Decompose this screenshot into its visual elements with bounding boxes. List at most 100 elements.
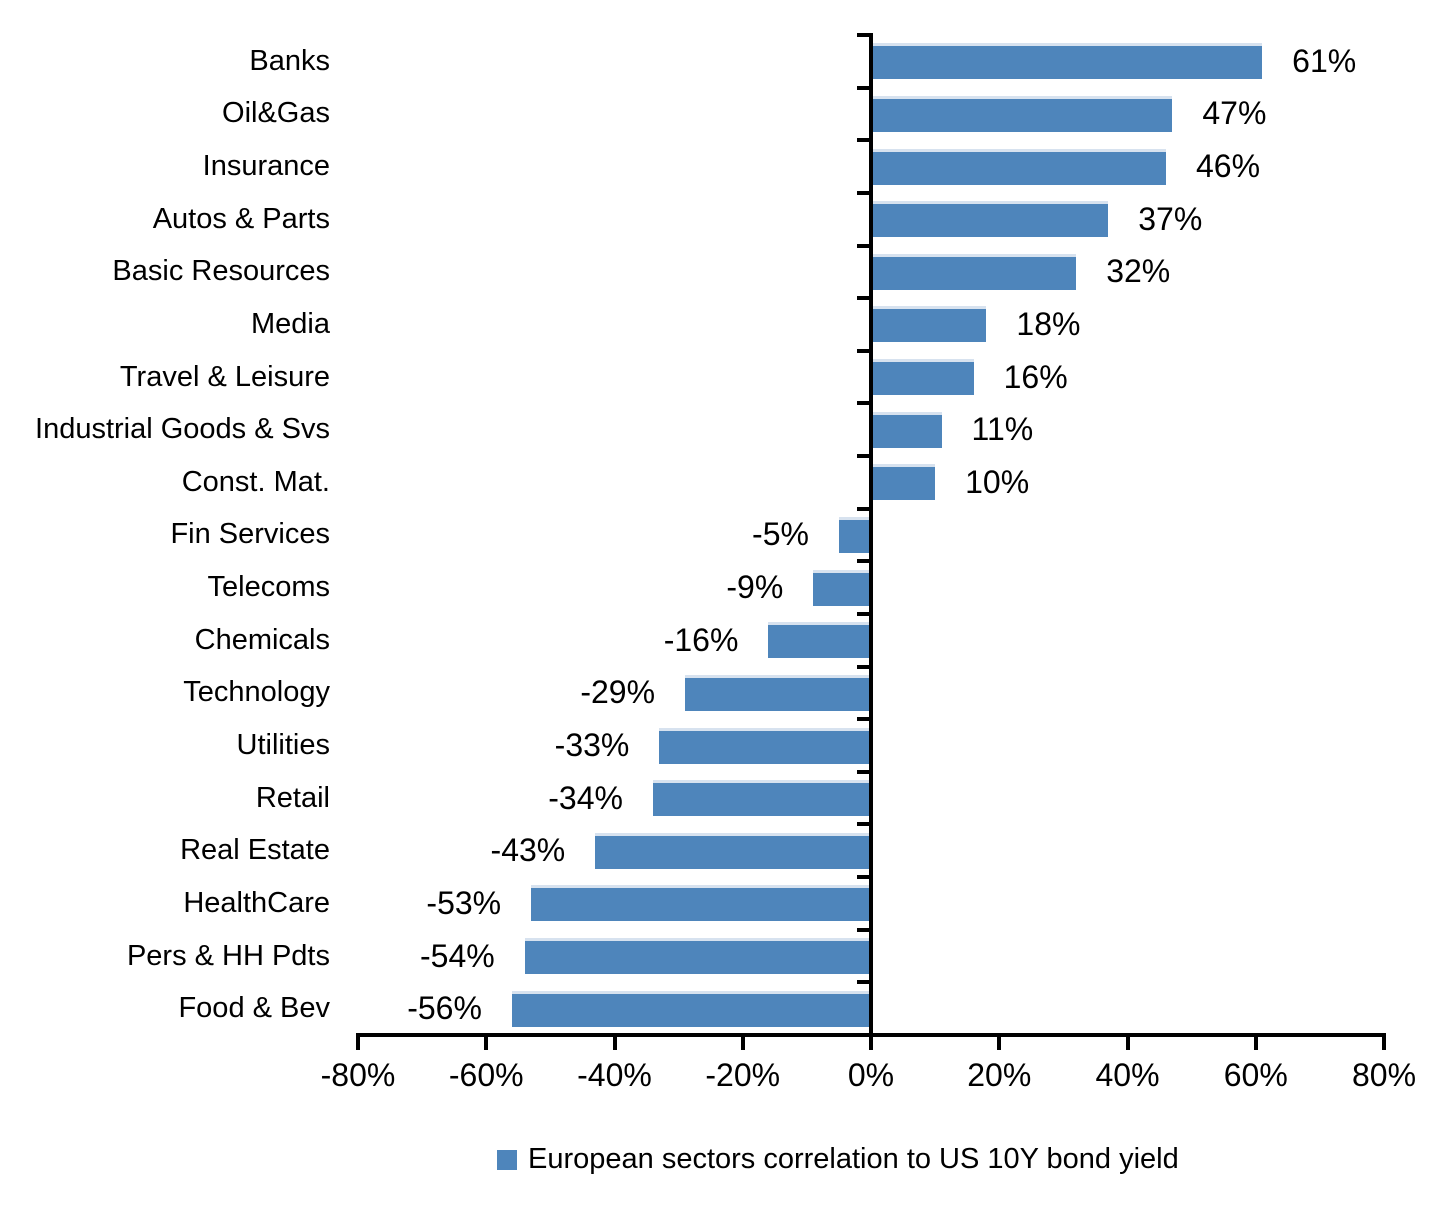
category-label: Basic Resources [112, 255, 330, 288]
category-label: Telecoms [207, 571, 331, 604]
x-axis-tick [1382, 1037, 1386, 1050]
bar [524, 938, 869, 975]
category-axis-tick [857, 190, 873, 195]
bar [873, 148, 1166, 185]
value-label: 61% [1292, 42, 1357, 79]
legend-swatch-icon [497, 1149, 517, 1170]
category-axis-tick [857, 506, 873, 511]
x-axis-tick-label: 0% [847, 1057, 895, 1093]
category-label: Retail [255, 781, 330, 814]
value-label: 46% [1195, 148, 1261, 185]
value-label: 11% [971, 411, 1034, 448]
bar [873, 253, 1077, 290]
bar [511, 990, 869, 1027]
bar [873, 43, 1263, 80]
category-label: Real Estate [180, 834, 330, 867]
bar [873, 411, 942, 448]
bar [652, 780, 869, 817]
value-label: 16% [1003, 358, 1068, 395]
category-axis-tick [857, 243, 873, 248]
category-label: Food & Bev [178, 992, 330, 1025]
x-axis-tick-label: 80% [1351, 1057, 1417, 1093]
bar [873, 95, 1173, 132]
x-axis-tick-label: -20% [705, 1057, 781, 1093]
x-axis-tick [869, 1037, 873, 1050]
bar [873, 201, 1109, 238]
category-axis-tick [857, 611, 873, 616]
legend: European sectors correlation to US 10Y b… [497, 1143, 1179, 1176]
x-axis-tick [356, 1037, 360, 1050]
category-axis-tick [857, 33, 873, 37]
x-axis-tick [1125, 1037, 1130, 1050]
value-label: -16% [663, 621, 739, 658]
x-axis-tick [997, 1037, 1002, 1050]
legend-label: European sectors correlation to US 10Y b… [528, 1143, 1179, 1175]
category-axis-tick [857, 85, 873, 90]
category-axis-tick [857, 769, 873, 774]
bar [813, 569, 869, 606]
category-axis-tick [857, 454, 873, 459]
x-axis-tick [740, 1037, 745, 1050]
bar [838, 517, 869, 553]
category-axis-tick [857, 559, 873, 564]
x-axis-tick-label: 40% [1095, 1057, 1160, 1093]
bar [873, 306, 987, 343]
category-label: Industrial Goods & Svs [35, 413, 330, 446]
category-label: Banks [249, 44, 330, 77]
x-axis-tick-label: -60% [448, 1057, 524, 1093]
category-label: Const. Mat. [181, 465, 330, 498]
category-axis-tick [857, 664, 873, 669]
category-label: Technology [183, 676, 330, 709]
bar [659, 727, 869, 764]
value-label: -56% [407, 990, 482, 1027]
value-label: -5% [752, 516, 809, 553]
value-label: 32% [1106, 253, 1171, 290]
category-label: Travel & Leisure [119, 360, 330, 393]
category-label: Chemicals [194, 623, 330, 656]
x-axis-tick [612, 1037, 617, 1050]
category-axis-tick [857, 717, 873, 722]
value-label: -33% [554, 727, 630, 764]
value-label: 18% [1016, 305, 1081, 342]
x-axis-tick-label: -80% [320, 1057, 396, 1093]
value-label: 47% [1202, 95, 1267, 132]
x-axis-tick [484, 1037, 489, 1050]
category-axis-tick [857, 348, 873, 353]
category-label: Pers & HH Pdts [126, 939, 330, 972]
value-label: -43% [490, 832, 566, 869]
category-label: HealthCare [183, 886, 330, 919]
category-axis-tick [857, 296, 873, 301]
category-axis-tick [857, 822, 873, 827]
x-axis-tick-label: -40% [577, 1057, 652, 1093]
bar [873, 359, 974, 396]
bar [685, 674, 869, 711]
category-axis-tick [857, 927, 873, 932]
bar [595, 832, 869, 869]
value-label: -9% [726, 569, 784, 606]
value-label: 10% [965, 463, 1030, 500]
bar [531, 885, 869, 922]
value-label: -54% [420, 937, 495, 974]
category-label: Fin Services [170, 518, 330, 551]
category-label: Insurance [202, 150, 330, 183]
category-label: Autos & Parts [152, 202, 330, 235]
value-label: -34% [548, 779, 623, 816]
value-label: -53% [426, 884, 502, 921]
x-axis-tick [1253, 1037, 1258, 1050]
x-axis-tick-label: 60% [1223, 1057, 1288, 1093]
value-label: 37% [1138, 200, 1203, 237]
category-axis-tick [857, 980, 873, 985]
category-axis-tick [857, 138, 873, 143]
category-axis-tick [857, 401, 873, 406]
value-label: -29% [580, 674, 656, 711]
x-axis-line [356, 1033, 1386, 1037]
category-label: Media [251, 307, 330, 340]
category-label: Utilities [236, 729, 330, 762]
bar [768, 622, 869, 659]
x-axis-tick-label: 20% [967, 1057, 1032, 1093]
zero-axis-line [869, 35, 873, 1035]
category-axis-tick [857, 875, 873, 880]
bar [873, 464, 936, 501]
category-label: Oil&Gas [222, 97, 330, 130]
